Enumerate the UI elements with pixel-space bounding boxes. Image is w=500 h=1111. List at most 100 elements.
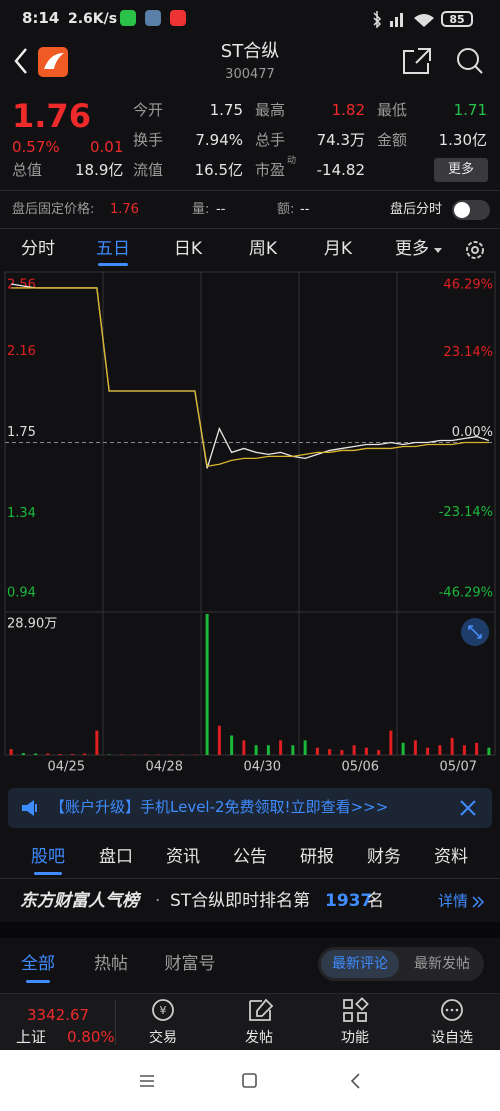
volume-bar xyxy=(217,725,221,755)
period-tab[interactable]: 更多 xyxy=(395,239,429,259)
volume-bar xyxy=(34,753,38,755)
volume-bar xyxy=(389,730,393,755)
app-icon xyxy=(170,10,186,26)
volume-bar xyxy=(266,745,270,755)
nav-tab[interactable]: 公告 xyxy=(233,847,267,867)
y2-tick-label: 23.14% xyxy=(443,345,493,360)
back-button[interactable] xyxy=(14,48,27,74)
divider xyxy=(0,878,500,879)
after-hours-vol: -- xyxy=(216,202,226,217)
volume-bar xyxy=(83,753,87,755)
y-tick-label: 1.34 xyxy=(7,506,36,521)
toolbar-label[interactable]: 交易 xyxy=(149,1030,177,1046)
back-nav-button[interactable] xyxy=(350,1073,360,1089)
volume-bar xyxy=(242,740,246,755)
y2-tick-label: -46.29% xyxy=(439,586,493,601)
field-label: 最低 xyxy=(377,101,408,119)
after-hours-amt: -- xyxy=(300,202,310,217)
spacer xyxy=(0,922,500,938)
toolbar-label[interactable]: 功能 xyxy=(341,1030,369,1046)
nav-tab[interactable]: 股吧 xyxy=(31,847,65,867)
field-label: 今开 xyxy=(133,101,164,119)
divider xyxy=(0,190,500,191)
series-line xyxy=(11,287,489,468)
volume-bar xyxy=(487,747,491,755)
y2-tick-label: 0.00% xyxy=(452,425,493,440)
stock-name: ST合纵 xyxy=(220,41,280,62)
sub-tab[interactable]: 全部 xyxy=(21,954,55,974)
toolbar-label[interactable]: 设自选 xyxy=(431,1030,473,1046)
x-tick-label: 05/07 xyxy=(440,760,477,775)
series-line xyxy=(11,283,490,469)
volume-bar xyxy=(58,754,62,755)
close-button[interactable] xyxy=(458,798,478,818)
system-nav-buttons xyxy=(140,1073,360,1089)
period-tab[interactable]: 月K xyxy=(323,239,353,259)
cap-value: 18.9亿 xyxy=(75,161,124,179)
after-hours-price: 1.76 xyxy=(110,202,139,217)
volume-bar xyxy=(328,749,332,755)
nav-tab[interactable]: 财务 xyxy=(367,847,401,867)
field-value: 1.30亿 xyxy=(438,131,487,149)
y2-tick-label: -23.14% xyxy=(439,505,493,520)
nav-tab[interactable]: 资讯 xyxy=(166,847,200,867)
ranking-suffix: 名 xyxy=(367,891,384,911)
app-icon xyxy=(120,10,136,26)
nav-tab[interactable]: 盘口 xyxy=(99,847,133,867)
x-tick-label: 05/06 xyxy=(342,760,379,775)
field-label: 换手 xyxy=(133,131,164,149)
home-button[interactable] xyxy=(242,1073,257,1088)
sort-tab[interactable]: 最新评论 xyxy=(332,956,388,972)
menu-button[interactable] xyxy=(140,1075,154,1087)
y2-tick-label: 46.29% xyxy=(443,278,493,293)
x-tick-label: 04/30 xyxy=(244,760,281,775)
field-label: 总手 xyxy=(255,131,286,149)
ranking-brand: 东方财富人气榜 xyxy=(20,891,139,911)
volume-bar xyxy=(95,730,99,755)
sub-underline xyxy=(26,980,50,983)
after-hours-label: 盘后固定价格: xyxy=(12,202,95,217)
field-label: 金额 xyxy=(377,131,408,149)
index-change: 0.80% xyxy=(67,1028,115,1046)
period-tab[interactable]: 分时 xyxy=(21,239,55,259)
after-hours-toggle-label: 盘后分时 xyxy=(390,202,443,217)
dropdown-arrow xyxy=(434,248,442,253)
period-tab[interactable]: 周K xyxy=(248,239,278,259)
share-button[interactable] xyxy=(403,48,431,74)
chevron xyxy=(472,896,485,908)
volume-bar xyxy=(70,754,74,755)
chart: 2.562.161.751.340.9446.29%23.14%0.00%-23… xyxy=(4,271,496,775)
sub-tab[interactable]: 热帖 xyxy=(94,954,128,974)
header-left xyxy=(14,47,68,77)
field-value: 1.82 xyxy=(331,101,365,119)
field-label: 市盈 xyxy=(255,161,286,179)
field-value: 74.3万 xyxy=(316,131,365,149)
nav-tab[interactable]: 研报 xyxy=(300,847,334,867)
volume-bar xyxy=(352,745,356,755)
search-button[interactable] xyxy=(457,48,479,70)
toggle[interactable] xyxy=(452,200,490,220)
ranking-text: ST合纵即时排名第 xyxy=(170,891,311,911)
svg-text:¥: ¥ xyxy=(160,1004,167,1017)
y-tick-label: 0.94 xyxy=(7,586,36,601)
volume-bar xyxy=(377,750,381,755)
detail-link[interactable]: 详情 xyxy=(438,892,469,910)
header-icons xyxy=(403,48,483,74)
nav-tab[interactable]: 资料 xyxy=(434,847,468,867)
period-tab[interactable]: 日K xyxy=(173,239,203,259)
volume-bar xyxy=(230,735,234,755)
volume-bar xyxy=(475,742,479,755)
volume-bar xyxy=(9,749,13,755)
sub-tab[interactable]: 财富号 xyxy=(164,954,216,974)
sort-active xyxy=(321,950,399,978)
toolbar-label[interactable]: 发帖 xyxy=(245,1030,273,1046)
more-button[interactable]: 更多 xyxy=(434,158,488,182)
volume-bar xyxy=(462,745,466,755)
settings-button[interactable] xyxy=(460,237,490,263)
volume-bar xyxy=(279,740,283,755)
period-tab[interactable]: 五日 xyxy=(96,239,130,259)
banner-text[interactable]: 【账户升级】手机Level-2免费领取!立即查看>>> xyxy=(50,798,389,816)
sort-tab[interactable]: 最新发帖 xyxy=(414,956,470,972)
banner[interactable] xyxy=(8,788,492,828)
field-value: 16.5亿 xyxy=(194,161,243,179)
